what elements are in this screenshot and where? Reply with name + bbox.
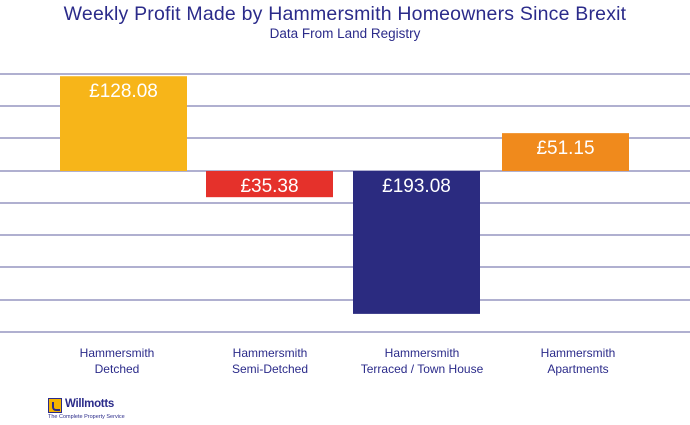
- bar-3: [353, 171, 480, 314]
- chart-title: Weekly Profit Made by Hammersmith Homeow…: [63, 3, 627, 25]
- category-label-4: Hammersmith Apartments: [540, 346, 616, 376]
- data-labels: £128.08 £35.38 £193.08 £51.15: [89, 81, 594, 197]
- data-label-2: £35.38: [240, 176, 298, 197]
- chart-subtitle: Data From Land Registry: [269, 26, 421, 41]
- logo-tagline: The Complete Property Service: [48, 414, 125, 420]
- bar-4: [502, 133, 629, 171]
- bar-1: [60, 76, 187, 171]
- category-label-1: Hammersmith Detched: [79, 346, 155, 376]
- data-label-4: £51.15: [536, 138, 594, 159]
- bar-2: [206, 171, 333, 198]
- logo-name: Willmotts: [65, 398, 114, 410]
- data-label-3: £193.08: [382, 176, 451, 197]
- data-label-1: £128.08: [89, 81, 158, 102]
- willmotts-logo-icon: [48, 398, 62, 413]
- category-label-2: Hammersmith Semi-Detched: [231, 346, 309, 376]
- willmotts-logo: Willmotts The Complete Property Service: [48, 398, 158, 424]
- category-label-3: Hammersmith Terraced / Town House: [360, 346, 484, 376]
- bars: [60, 76, 629, 314]
- bar-chart: £128.08 £35.38 £193.08 £51.15: [0, 73, 690, 333]
